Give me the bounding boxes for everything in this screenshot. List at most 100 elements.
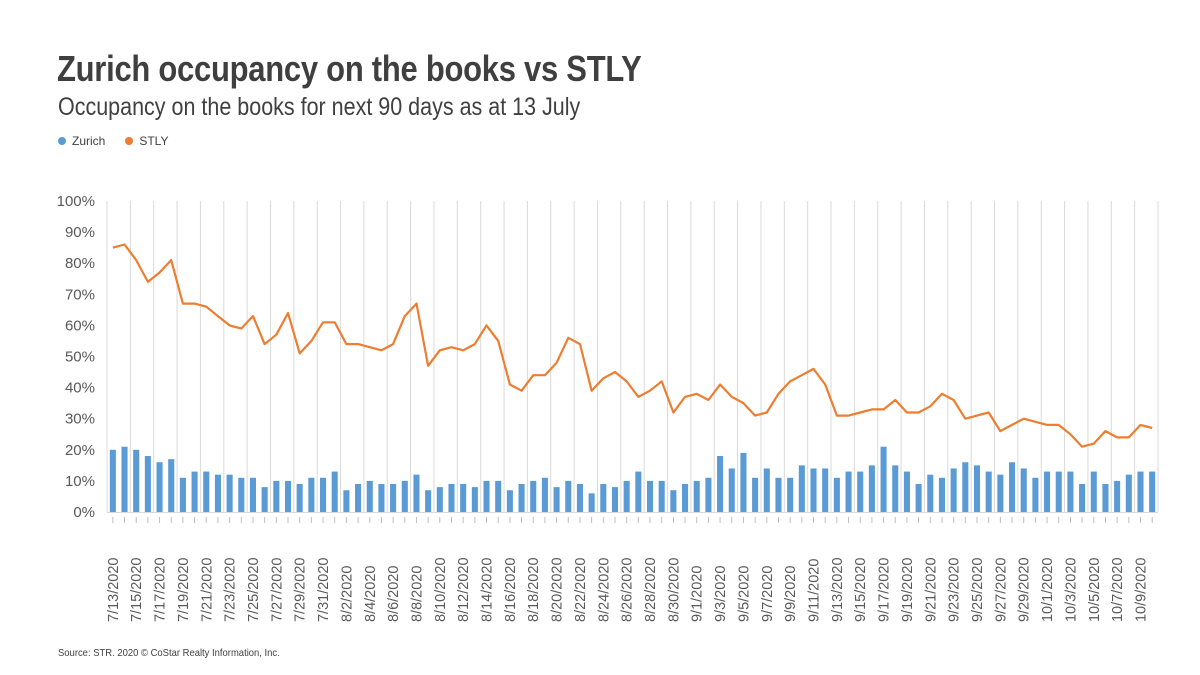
bar-zurich [1079, 484, 1086, 512]
bar-zurich [635, 471, 642, 512]
bar-zurich [646, 480, 654, 512]
bar-zurich [530, 480, 537, 512]
x-tick-label: 10/9/2020 [1133, 557, 1149, 622]
bar-zurich [366, 480, 373, 512]
bar-zurich [495, 480, 502, 512]
bar-zurich [752, 477, 759, 512]
x-tick-label: 9/13/2020 [830, 557, 846, 622]
x-tick-label: 8/22/2020 [573, 557, 589, 622]
bar-zurich [950, 468, 957, 512]
x-tick-label: 7/17/2020 [153, 557, 169, 622]
y-tick-label: 20% [65, 442, 95, 459]
x-tick-label: 10/1/2020 [1040, 557, 1056, 622]
x-tick-label: 7/15/2020 [129, 557, 145, 622]
legend-item-stly: STLY [125, 134, 168, 148]
bar-zurich [1149, 471, 1156, 512]
y-tick-label: 90% [65, 224, 95, 241]
x-tick-label: 9/5/2020 [736, 566, 752, 622]
bar-zurich [261, 487, 268, 512]
bar-zurich [226, 474, 233, 512]
bar-zurich [355, 484, 362, 512]
bar-zurich [425, 490, 432, 512]
x-tick-label: 9/11/2020 [807, 559, 823, 622]
x-tick-label: 9/9/2020 [783, 566, 799, 622]
bar-zurich [658, 480, 665, 512]
x-tick-label: 7/27/2020 [269, 557, 285, 622]
bar-zurich [553, 487, 560, 512]
legend-marker-stly [125, 137, 134, 145]
x-tick-label: 9/19/2020 [900, 557, 916, 622]
bar-zurich [787, 477, 794, 512]
bar-zurich [903, 471, 910, 512]
y-tick-label: 30% [65, 411, 95, 428]
y-tick-label: 60% [65, 317, 95, 334]
x-tick-label: 7/13/2020 [106, 557, 122, 622]
x-tick-label: 9/7/2020 [760, 566, 776, 622]
legend-marker-zurich [58, 137, 66, 145]
bar-zurich [179, 477, 186, 512]
bar-zurich [483, 480, 490, 512]
x-tick-label: 7/31/2020 [316, 557, 332, 622]
bar-zurich [845, 471, 852, 512]
bar-zurich [623, 480, 630, 512]
bar-zurich [506, 490, 513, 512]
series-stly-line [112, 243, 1153, 448]
bar-zurich [320, 477, 327, 512]
bar-zurich [249, 477, 257, 512]
bar-zurich [296, 484, 303, 512]
x-tick-label: 10/3/2020 [1063, 557, 1079, 622]
bar-zurich [997, 474, 1004, 512]
x-tick-label: 8/12/2020 [456, 557, 472, 622]
x-tick-label: 8/16/2020 [503, 557, 519, 622]
bar-zurich [1044, 471, 1051, 512]
y-tick-label: 0% [73, 504, 95, 521]
x-tick-label: 7/21/2020 [199, 557, 215, 622]
x-tick-label: 7/29/2020 [293, 557, 309, 622]
bar-zurich [600, 484, 607, 512]
bar-zurich [868, 465, 875, 512]
x-tick-label: 9/15/2020 [853, 557, 869, 622]
legend-label-stly: STLY [139, 134, 169, 148]
bar-zurich [308, 477, 315, 512]
bar-zurich [144, 456, 151, 512]
x-tick-label: 9/25/2020 [970, 557, 986, 622]
bar-zurich [775, 477, 782, 512]
bar-zurich [413, 474, 420, 512]
x-tick-label: 8/10/2020 [433, 557, 449, 622]
bar-zurich [1137, 471, 1144, 512]
bar-zurich [915, 484, 922, 512]
bar-zurich [133, 449, 140, 512]
bar-zurich [728, 468, 735, 512]
bar-zurich [460, 484, 467, 512]
x-tick-label: 8/24/2020 [596, 557, 612, 622]
y-tick-label: 10% [65, 473, 95, 490]
bar-zurich [284, 480, 292, 512]
bar-zurich [214, 474, 221, 512]
y-tick-label: 80% [65, 255, 95, 272]
x-tick-label: 9/23/2020 [947, 557, 963, 622]
bar-zurich [518, 484, 525, 512]
bar-zurich [717, 456, 724, 512]
x-tick-label: 7/25/2020 [246, 557, 262, 622]
bar-zurich [1008, 462, 1016, 512]
x-tick-label: 8/6/2020 [386, 566, 402, 622]
bar-zurich [436, 487, 443, 512]
bar-zurich [763, 468, 770, 512]
bar-zurich [1114, 480, 1121, 512]
y-tick-label: 100% [57, 193, 95, 210]
x-tick-label: 9/3/2020 [713, 566, 729, 622]
bar-zurich [1020, 468, 1027, 512]
series-zurich-bars [109, 446, 1156, 512]
bar-zurich [927, 474, 934, 512]
bar-zurich [1067, 471, 1074, 512]
x-tick-label: 8/20/2020 [550, 557, 566, 622]
bar-zurich [798, 465, 805, 512]
x-tick-label: 8/4/2020 [363, 566, 379, 622]
bar-zurich [203, 471, 210, 512]
y-tick-label: 40% [65, 380, 95, 397]
x-tick-label: 10/7/2020 [1110, 557, 1126, 622]
bar-zurich [892, 465, 899, 512]
bar-zurich [693, 480, 700, 512]
bar-zurich [343, 490, 350, 512]
y-axis: 0% 10% 20% 30% 40% 50% 60% 70% 80% 90% 100% [57, 193, 95, 521]
